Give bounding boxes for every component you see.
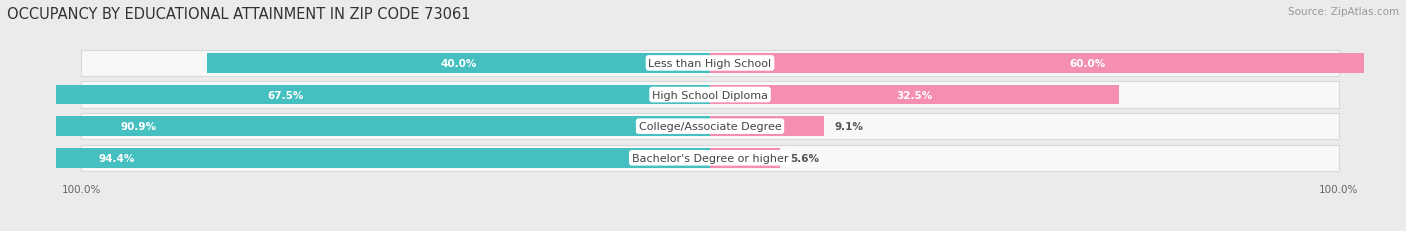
Bar — [82, 145, 1339, 171]
Text: 90.9%: 90.9% — [121, 122, 156, 132]
Text: High School Diploma: High School Diploma — [652, 90, 768, 100]
Bar — [0, 85, 710, 105]
Bar — [82, 50, 1339, 77]
Text: Less than High School: Less than High School — [648, 59, 772, 69]
Bar — [710, 54, 1406, 73]
Legend: Owner-occupied, Renter-occupied: Owner-occupied, Renter-occupied — [593, 228, 827, 231]
Text: College/Associate Degree: College/Associate Degree — [638, 122, 782, 132]
Bar — [0, 148, 710, 168]
Text: 5.6%: 5.6% — [790, 153, 820, 163]
Bar — [710, 117, 824, 136]
Bar — [82, 113, 1339, 140]
Text: OCCUPANCY BY EDUCATIONAL ATTAINMENT IN ZIP CODE 73061: OCCUPANCY BY EDUCATIONAL ATTAINMENT IN Z… — [7, 7, 471, 22]
Bar — [82, 82, 1339, 108]
Bar — [710, 148, 780, 168]
Text: 67.5%: 67.5% — [267, 90, 304, 100]
Text: 32.5%: 32.5% — [896, 90, 932, 100]
Bar — [0, 117, 710, 136]
Text: 60.0%: 60.0% — [1069, 59, 1105, 69]
Text: 94.4%: 94.4% — [98, 153, 135, 163]
Bar — [710, 85, 1119, 105]
Text: 9.1%: 9.1% — [835, 122, 863, 132]
Text: Bachelor's Degree or higher: Bachelor's Degree or higher — [631, 153, 789, 163]
Text: 40.0%: 40.0% — [440, 59, 477, 69]
Text: Source: ZipAtlas.com: Source: ZipAtlas.com — [1288, 7, 1399, 17]
Bar — [207, 54, 710, 73]
